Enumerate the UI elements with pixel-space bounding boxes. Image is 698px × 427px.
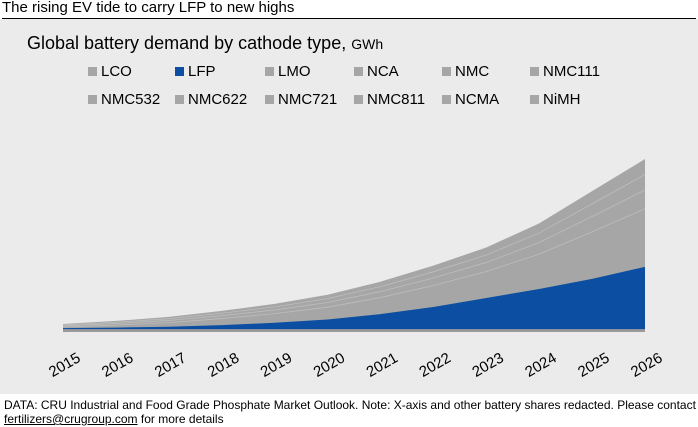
legend-item-lco: LCO: [88, 62, 132, 80]
legend-item-nca: NCA: [354, 62, 399, 80]
legend-swatch: [175, 94, 184, 104]
legend-item-nmc111: NMC111: [530, 62, 600, 80]
x-tick-label: 2015: [46, 349, 83, 380]
footer-tail: for more details: [137, 412, 224, 426]
legend-swatch: [265, 66, 274, 76]
x-tick-label: 2016: [99, 349, 136, 380]
legend-label: NCMA: [455, 90, 500, 108]
legend-swatch: [442, 94, 451, 104]
footer-note: DATA: CRU Industrial and Food Grade Phos…: [4, 398, 696, 426]
headline: The rising EV tide to carry LFP to new h…: [2, 0, 696, 19]
x-tick-label: 2024: [522, 349, 559, 380]
area-base-layer: [63, 329, 645, 332]
legend-item-nmc622: NMC622: [175, 90, 247, 108]
legend-swatch: [530, 66, 539, 76]
chart-title-unit: GWh: [351, 36, 384, 52]
x-tick-label: 2023: [469, 349, 506, 380]
legend-label: NMC111: [543, 62, 600, 80]
legend-item-lfp: LFP: [175, 62, 216, 80]
x-tick-label: 2022: [416, 349, 453, 380]
legend-swatch: [88, 66, 97, 76]
area-other-batteries: [63, 159, 645, 332]
area-layer-boundary-1: [62, 208, 646, 328]
legend-label: LFP: [188, 62, 216, 80]
x-tick-label: 2017: [152, 349, 189, 380]
legend-label: NiMH: [543, 90, 581, 108]
legend-item-lmo: LMO: [265, 62, 311, 80]
x-tick-label: 2026: [628, 349, 665, 380]
footer-text: DATA: CRU Industrial and Food Grade Phos…: [4, 398, 696, 412]
legend-item-nmc532: NMC532: [88, 90, 160, 108]
chart-panel: Global battery demand by cathode type, G…: [0, 19, 698, 394]
legend-swatch: [442, 66, 451, 76]
chart-title: Global battery demand by cathode type, G…: [27, 33, 383, 54]
legend-label: NMC811: [367, 90, 426, 108]
x-tick-label: 2021: [364, 349, 401, 380]
legend-item-nmc721: NMC721: [265, 90, 337, 108]
legend-item-ncma: NCMA: [442, 90, 499, 108]
legend-label: LMO: [278, 62, 311, 80]
contact-email-link[interactable]: fertilizers@crugroup.com: [4, 412, 138, 426]
legend-swatch: [530, 94, 539, 104]
chart-title-text: Global battery demand by cathode type,: [27, 33, 347, 53]
plot-area: 2015 2016 2017 2018 2019 2020 2021 2022 2023 2024…: [46, 159, 665, 381]
legend-label: NMC721: [278, 90, 338, 108]
area-lfp: [63, 266, 645, 330]
legend-label: NCA: [367, 62, 399, 80]
legend-item-nimh: NiMH: [530, 90, 581, 108]
area-layer-boundary-2: [62, 189, 646, 327]
legend-label: NMC: [455, 62, 490, 80]
legend-item-nmc: NMC: [442, 62, 489, 80]
x-tick-label: 2019: [258, 349, 295, 380]
x-tick-label: 2020: [311, 349, 348, 380]
legend-swatch: [265, 94, 274, 104]
legend-label: LCO: [101, 62, 132, 80]
x-tick-label: 2025: [575, 349, 612, 380]
legend-swatch: [354, 94, 363, 104]
area-layer-boundary-3: [62, 174, 646, 326]
legend-swatch: [175, 66, 184, 76]
legend-swatch: [354, 66, 363, 76]
legend-item-nmc811: NMC811: [354, 90, 425, 108]
x-tick-label: 2018: [205, 349, 242, 380]
legend-label: NMC622: [188, 90, 248, 108]
legend-label: NMC532: [101, 90, 161, 108]
legend-swatch: [88, 94, 97, 104]
